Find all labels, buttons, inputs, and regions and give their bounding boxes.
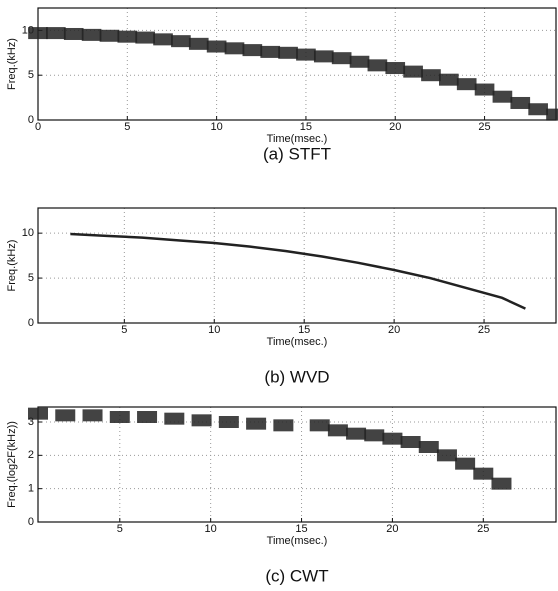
point — [260, 45, 281, 58]
point — [510, 96, 531, 109]
point — [164, 412, 185, 425]
point — [109, 411, 130, 423]
caption: (b) WVD — [264, 367, 329, 386]
x-axis-label: Time(msec.) — [267, 535, 328, 547]
point — [296, 48, 316, 61]
point — [246, 417, 267, 430]
point — [218, 416, 239, 428]
x-axis-label: Time(msec.) — [267, 133, 328, 145]
plot-frame — [37, 406, 557, 523]
point — [28, 27, 48, 40]
point — [309, 419, 330, 432]
y-tick-label: 10 — [22, 227, 34, 239]
point — [436, 449, 457, 462]
x-tick-label: 5 — [121, 324, 127, 336]
y-tick-label: 0 — [28, 114, 34, 126]
point — [382, 432, 403, 445]
x-tick-label: 20 — [389, 121, 401, 133]
point — [135, 31, 155, 44]
point — [439, 73, 459, 86]
point — [206, 40, 227, 53]
point — [99, 29, 120, 42]
point — [278, 46, 298, 59]
point — [418, 441, 439, 453]
plot-frame — [37, 7, 557, 121]
x-tick-label: 15 — [300, 121, 312, 133]
point — [367, 59, 388, 72]
x-tick-label: 0 — [35, 121, 41, 133]
y-tick-label: 5 — [28, 69, 34, 81]
x-axis-label: Time(msec.) — [267, 336, 328, 348]
caption: (c) CWT — [265, 566, 328, 585]
point — [403, 65, 423, 78]
point — [331, 52, 352, 65]
point — [455, 457, 476, 470]
point — [224, 42, 245, 55]
point — [400, 436, 421, 448]
point — [117, 30, 138, 43]
point — [492, 90, 513, 103]
x-tick-label: 25 — [477, 523, 489, 535]
y-tick-label: 2 — [28, 449, 34, 461]
line — [70, 232, 526, 310]
x-tick-label: 5 — [117, 523, 123, 535]
x-tick-label: 10 — [210, 121, 222, 133]
point — [421, 69, 441, 82]
y-tick-label: 0 — [28, 317, 34, 329]
point — [81, 28, 102, 41]
point — [474, 83, 495, 96]
point — [191, 414, 212, 427]
y-axis-label: Freq.(log2F(kHz)) — [6, 421, 18, 508]
point — [242, 44, 263, 57]
point — [473, 467, 494, 480]
point — [273, 419, 294, 432]
point — [346, 427, 367, 440]
y-tick-label: 5 — [28, 272, 34, 284]
x-tick-label: 10 — [205, 523, 217, 535]
point — [55, 409, 76, 422]
x-tick-label: 20 — [386, 523, 398, 535]
y-tick-label: 1 — [28, 483, 34, 495]
point — [28, 407, 48, 420]
point — [349, 55, 370, 68]
y-axis-label: Freq.(kHz) — [6, 240, 18, 292]
point — [153, 33, 173, 46]
point — [171, 35, 191, 48]
point — [82, 409, 103, 422]
plot-frame — [37, 207, 557, 324]
point — [137, 411, 158, 423]
point — [364, 429, 385, 442]
x-tick-label: 20 — [388, 324, 400, 336]
point — [491, 477, 512, 490]
y-axis-label: Freq.(kHz) — [6, 38, 18, 90]
point — [46, 27, 66, 40]
x-tick-label: 15 — [298, 324, 310, 336]
x-tick-label: 10 — [208, 324, 220, 336]
y-tick-label: 3 — [28, 416, 34, 428]
x-tick-label: 15 — [295, 523, 307, 535]
point — [385, 62, 406, 75]
x-tick-label: 25 — [478, 121, 490, 133]
y-tick-label: 0 — [28, 516, 34, 528]
point — [528, 103, 548, 116]
point — [63, 27, 84, 40]
point — [188, 37, 209, 50]
point — [313, 50, 334, 63]
x-tick-label: 25 — [478, 324, 490, 336]
caption: (a) STFT — [263, 144, 331, 163]
point — [327, 424, 348, 437]
point — [546, 108, 558, 121]
point — [456, 78, 477, 91]
x-tick-label: 5 — [124, 121, 130, 133]
